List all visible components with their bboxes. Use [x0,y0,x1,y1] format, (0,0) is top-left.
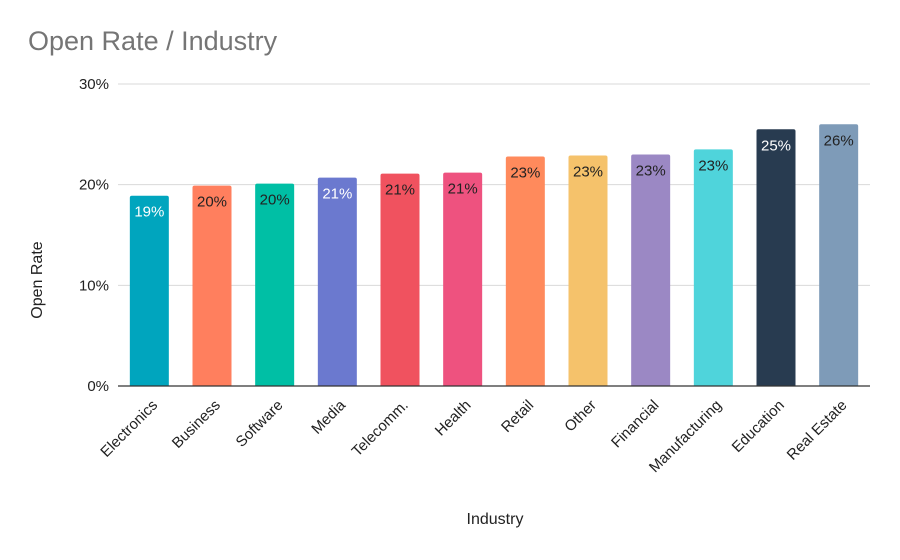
x-tick-label: Electronics [97,397,161,461]
x-tick-label: Retail [498,397,537,436]
data-label: 20% [260,192,290,209]
data-label: 21% [448,181,478,198]
y-tick-label: 10% [79,277,109,294]
data-label: 21% [322,186,352,203]
bar-retail [505,156,545,386]
x-tick-label: Business [169,397,224,452]
data-label: 23% [510,164,540,181]
bar-business [192,185,232,386]
bar-health [443,172,483,386]
bar-other [568,155,608,386]
data-label: 23% [698,157,728,174]
bar-education [756,129,796,387]
data-label: 21% [385,182,415,199]
y-axis-ticks: 0% 10% 20% 30% [79,76,109,395]
data-labels: 19% 20% 20% 21% 21% 21% 23% 23% 23% 23% 25% 26% [134,132,853,220]
data-label: 26% [824,132,854,149]
x-tick-label: Health [432,397,475,440]
x-tick-label: Media [308,396,349,437]
x-tick-label: Other [561,397,600,436]
y-tick-label: 0% [87,378,109,395]
y-tick-label: 20% [79,177,109,194]
data-label: 23% [636,162,666,179]
x-tick-label: Education [729,397,788,456]
chart-title: Open Rate / Industry [28,26,278,56]
bar-electronics [129,195,169,386]
bar-software [255,183,295,386]
data-label: 25% [761,137,791,154]
bar-media [317,177,357,386]
y-tick-label: 30% [79,76,109,93]
x-tick-label: Real Estate [784,397,851,464]
y-axis-title: Open Rate [29,241,46,318]
data-label: 23% [573,163,603,180]
bars [129,124,859,387]
x-tick-label: Software [233,397,287,451]
x-tick-label: Telecomm. [349,397,412,460]
bar-manufacturing [693,149,733,386]
x-tick-label: Financial [608,397,662,451]
data-label: 19% [134,204,164,221]
gridlines [118,83,870,286]
x-axis-title: Industry [467,511,524,528]
x-axis-categories: Electronics Business Software Media Telecomm… [97,396,850,476]
bar-financial [631,154,671,386]
data-label: 20% [197,194,227,211]
bar-telecomm [380,173,420,386]
bar-real-estate [819,124,859,387]
